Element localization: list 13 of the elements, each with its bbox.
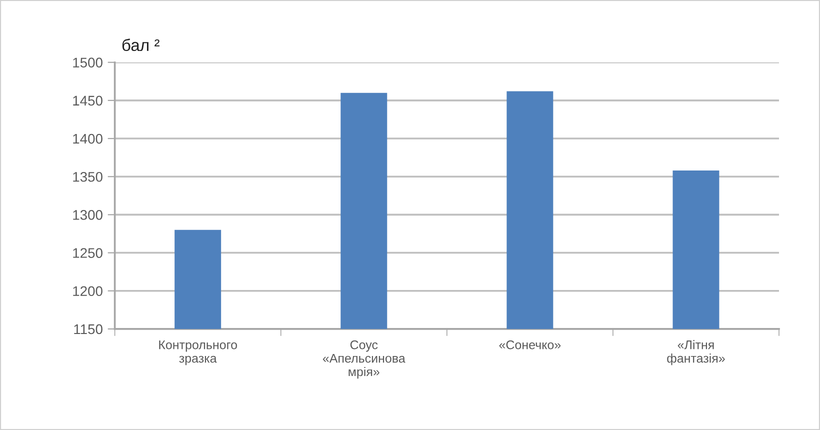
y-axis-title: бал ²: [122, 38, 160, 52]
y-tick-label: 1500: [73, 58, 102, 68]
y-tick-label: 1150: [74, 324, 102, 334]
x-tick-label: «Сонечко»: [499, 340, 561, 350]
y-tick-label: 1400: [73, 134, 102, 144]
x-tick-label: Соус «Апельсинова мрія»: [322, 340, 406, 379]
x-tick-label: «Літня фантазія»: [667, 340, 725, 366]
y-tick-label: 1300: [73, 210, 102, 220]
y-tick-label: 1350: [73, 172, 102, 182]
x-tick-label: Контрольного зразка: [159, 340, 237, 366]
y-tick-label: 1250: [73, 248, 102, 258]
y-tick-label: 1200: [73, 286, 102, 296]
y-tick-label: 1450: [73, 96, 102, 106]
